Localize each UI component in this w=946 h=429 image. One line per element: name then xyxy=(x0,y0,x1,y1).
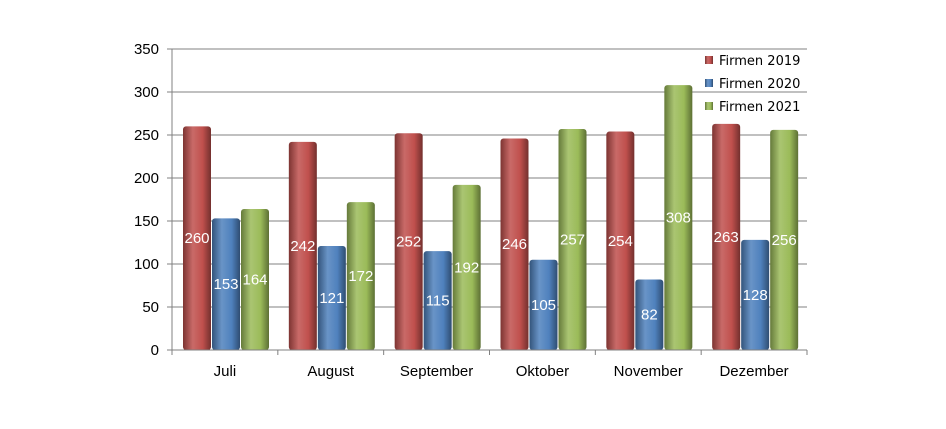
y-tick-label: 200 xyxy=(134,170,159,187)
data-label: 121 xyxy=(319,290,344,307)
data-label: 257 xyxy=(560,231,585,248)
legend-label: Firmen 2021 xyxy=(719,100,800,115)
data-label: 172 xyxy=(348,268,373,285)
bar-august-1 xyxy=(317,245,346,350)
bar-juli-0 xyxy=(183,126,211,351)
bar-dezember-2 xyxy=(770,129,799,350)
data-label: 115 xyxy=(426,293,450,310)
bar-august-2 xyxy=(346,202,375,350)
y-tick-label: 0 xyxy=(151,342,159,359)
bar-november-0 xyxy=(606,131,635,350)
legend-label: Firmen 2020 xyxy=(719,77,800,92)
category-label: September xyxy=(400,363,473,380)
data-label: 308 xyxy=(666,210,691,227)
y-tick-label: 250 xyxy=(134,127,159,144)
bar-dezember-0 xyxy=(712,123,741,350)
bar-dezember-1 xyxy=(741,239,770,350)
bar-juli-1 xyxy=(212,218,240,350)
legend-swatch xyxy=(705,79,713,87)
bar-september-0 xyxy=(394,133,423,350)
legend: Firmen 2019 Firmen 2020 Firmen 2021 xyxy=(705,54,800,115)
bar-november-2 xyxy=(664,85,693,351)
y-tick-label: 50 xyxy=(142,299,159,316)
data-label: 105 xyxy=(531,297,556,314)
category-label: August xyxy=(307,363,355,380)
data-label: 82 xyxy=(641,307,658,324)
y-tick-label: 350 xyxy=(134,41,159,58)
data-label: 164 xyxy=(242,271,267,288)
legend-label: Firmen 2019 xyxy=(719,54,800,69)
legend-swatch xyxy=(705,56,713,64)
y-tick-label: 300 xyxy=(134,84,159,101)
category-label: November xyxy=(614,363,683,380)
bar-oktober-2 xyxy=(558,128,587,350)
category-label: Oktober xyxy=(516,363,569,380)
grid-lines xyxy=(172,48,807,351)
data-label: 153 xyxy=(213,276,238,293)
data-label: 192 xyxy=(454,259,479,276)
y-tick-label: 150 xyxy=(134,213,159,230)
legend-swatch xyxy=(705,102,713,110)
category-label: Dezember xyxy=(719,363,788,380)
data-label: 254 xyxy=(608,233,633,250)
bar-oktober-0 xyxy=(500,138,529,350)
bar-juli-2 xyxy=(241,208,269,350)
bar-august-0 xyxy=(288,141,317,350)
data-label: 260 xyxy=(184,230,209,247)
bar-oktober-1 xyxy=(529,259,558,350)
bar-september-1 xyxy=(423,251,452,350)
y-tick-label: 100 xyxy=(134,256,159,273)
bar-november-1 xyxy=(635,279,664,350)
data-label: 252 xyxy=(396,234,421,251)
data-label: 242 xyxy=(290,238,315,255)
data-label: 128 xyxy=(743,287,768,304)
y-axis: 0 50 100 150 200 250 300 350 xyxy=(134,41,173,359)
data-label: 263 xyxy=(714,229,739,246)
data-label: 256 xyxy=(772,232,797,249)
category-label: Juli xyxy=(214,363,237,380)
bar-september-2 xyxy=(452,184,481,350)
x-axis: Juli August September Oktober November Dezemb… xyxy=(171,349,808,380)
data-label: 246 xyxy=(502,236,527,253)
